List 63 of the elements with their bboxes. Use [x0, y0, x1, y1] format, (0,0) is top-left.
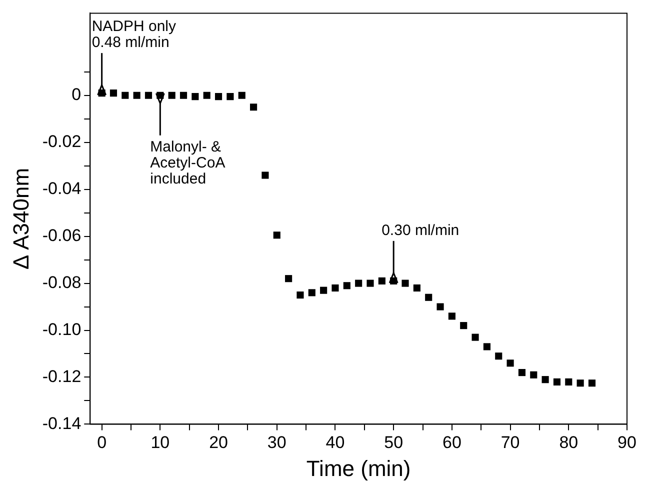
annotation: 0.30 ml/min [382, 222, 460, 239]
point [366, 280, 374, 287]
point [553, 378, 561, 386]
y-tick-label: 0 [72, 85, 82, 104]
point [495, 352, 502, 360]
point [296, 291, 304, 299]
point [192, 93, 199, 100]
x-tick-label: 50 [384, 433, 404, 452]
point [588, 380, 596, 387]
point [542, 376, 549, 384]
y-axis-title: Δ A340nm [8, 168, 34, 270]
y-tick-label: -0.08 [42, 272, 82, 292]
point [133, 92, 140, 99]
point [214, 93, 222, 100]
x-tick-label: 10 [150, 433, 170, 452]
x-tick-label: 70 [500, 433, 520, 452]
point [262, 172, 269, 179]
y-tick-label: -0.10 [42, 320, 82, 339]
point [378, 277, 386, 284]
point [565, 378, 572, 386]
y-tick-label: -0.06 [42, 226, 82, 245]
x-tick-label: 80 [559, 433, 578, 452]
point [518, 368, 526, 376]
x-tick-label: 20 [209, 433, 228, 452]
point [576, 380, 584, 387]
point [425, 294, 432, 301]
annotation: NADPH only 0.48 ml/min [92, 18, 177, 52]
point [110, 90, 118, 97]
y-tick-label: -0.02 [42, 132, 82, 152]
point [460, 322, 468, 330]
point [285, 275, 292, 282]
point [238, 92, 246, 99]
x-tick-label: 30 [267, 433, 286, 452]
point [203, 92, 210, 99]
point [436, 303, 444, 310]
point [413, 284, 420, 292]
x-tick-label: 0 [97, 433, 107, 452]
point [273, 232, 280, 239]
point [122, 92, 129, 99]
point [355, 280, 362, 287]
point [144, 92, 152, 99]
point [320, 286, 328, 294]
point [530, 371, 538, 378]
point [483, 343, 490, 350]
point [226, 93, 234, 100]
point [308, 289, 316, 296]
x-tick-label: 60 [442, 433, 462, 452]
y-tick-label: -0.04 [42, 179, 82, 198]
point [343, 282, 350, 290]
point [250, 104, 258, 111]
x-tick-label: 40 [326, 433, 345, 452]
point [180, 92, 188, 99]
point [472, 334, 479, 341]
annotation: Malonyl- & Acetyl-CoA included [150, 138, 226, 188]
x-tick-label: 90 [618, 433, 636, 452]
point [332, 284, 339, 292]
x-axis-title: Time (min) [306, 456, 411, 481]
point [168, 92, 176, 99]
y-tick-label: -0.14 [42, 414, 82, 433]
point [506, 360, 514, 367]
point [402, 280, 409, 287]
y-tick-label: -0.12 [42, 366, 82, 386]
point [448, 312, 456, 320]
